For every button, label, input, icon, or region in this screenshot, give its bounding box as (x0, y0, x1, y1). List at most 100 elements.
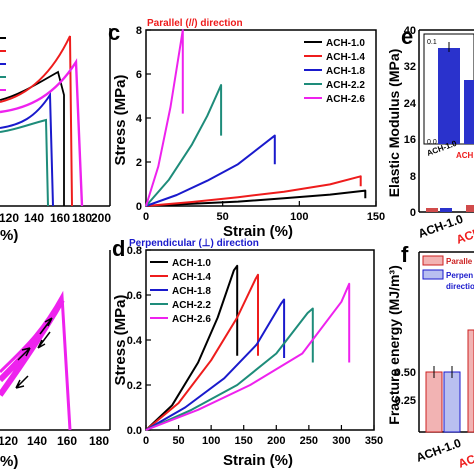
x-tick-label: 100 (202, 435, 220, 447)
x-tick-label: 150 (367, 211, 385, 223)
panel-e-inset: 0.1 0.0 ACH-1.0 ACH (423, 33, 474, 160)
x-tick-label: 100 (290, 211, 308, 223)
panel-d-ylabel: Stress (MPa) (112, 295, 129, 386)
panel-c-ticks: 0 50 100 150 0 2 4 6 8 (136, 25, 385, 223)
panel-e-bar-1 (426, 208, 438, 212)
panel-d-xlabel: Strain (%) (223, 452, 293, 469)
panel-f-legend-swatch-perpendicular (422, 269, 444, 280)
panel-e-ytick: 0 (410, 207, 416, 219)
series-line-ach-1.4 (145, 273, 259, 431)
panel-a-tick: 180 (72, 211, 92, 225)
panel-c-xlabel: Strain (%) (223, 223, 293, 240)
series-line-ach-2.2 (145, 84, 223, 207)
series-line-ach-1.0 (145, 264, 239, 431)
panel-f-xlabel: ACH-1.0 (414, 436, 463, 465)
panel-e-partial: e Elastic Modulus (MPa) 0 8 16 24 32 40 … (386, 24, 474, 247)
panel-e-ytick: 16 (404, 134, 416, 146)
panel-c-letter: c (108, 20, 120, 45)
panel-f-ylabel: Fracture energy (MJ/m³) (386, 265, 402, 424)
panel-f-xlabel: AC (456, 452, 474, 471)
series-line-ach-2.6 (145, 282, 351, 431)
panel-e-yticks: 0 8 16 24 32 40 (404, 25, 417, 219)
legend-label: ACH-2.2 (326, 80, 365, 91)
panel-a-tick: 120 (0, 211, 19, 225)
y-tick-label: 0.8 (127, 245, 142, 257)
x-tick-label: 200 (267, 435, 285, 447)
panel-a-curve-ach-1.0 (0, 70, 65, 206)
y-tick-label: 0.4 (127, 335, 143, 347)
panel-e-ytick: 32 (404, 61, 416, 73)
legend-label: ACH-1.4 (172, 272, 211, 283)
panel-a-tick: 200 (91, 211, 111, 225)
series-line-ach-1.8 (145, 134, 276, 207)
legend-label: ACH-2.6 (326, 94, 365, 105)
panel-b-loop-2 (0, 290, 72, 431)
panel-b-tick-labels: 120 140 160 180 (0, 434, 109, 448)
panel-b-xlabel: %) (0, 453, 18, 470)
legend-label: ACH-2.6 (172, 314, 211, 325)
series-line-ach-2.2 (145, 307, 314, 431)
panel-e-inset-ytick: 0.0 (427, 139, 437, 146)
legend-label: ACH-1.8 (172, 286, 211, 297)
panel-e-ytick: 24 (404, 98, 417, 110)
panel-d-curves (145, 264, 351, 431)
y-tick-label: 0.6 (127, 290, 142, 302)
series-line-ach-1.8 (145, 298, 286, 431)
panel-c: c Parallel (//) direction Stress (MPa) S… (108, 18, 385, 240)
panel-b-tick: 120 (0, 434, 18, 448)
panel-f-legend-label: directio (446, 282, 474, 291)
panel-d-letter: d (112, 236, 125, 261)
panel-e-bar-3 (466, 205, 474, 212)
panel-a-tick: 160 (50, 211, 70, 225)
legend-label: ACH-1.0 (172, 258, 211, 269)
panel-d: d Perpendicular (⊥) direction Stress (MP… (112, 236, 383, 469)
panel-f-bar-perpendicular (443, 371, 461, 433)
panel-a-xlabel: %) (0, 227, 18, 244)
x-tick-label: 250 (300, 435, 318, 447)
panel-f-ytick: 0.25 (395, 395, 416, 407)
panel-e-inset-bar-2 (464, 80, 474, 144)
legend-label: ACH-1.4 (326, 52, 365, 63)
panel-f-bar-parallel (425, 371, 443, 433)
panel-e-inset-bar-1 (438, 48, 460, 144)
x-tick-label: 300 (332, 435, 350, 447)
x-tick-label: 50 (217, 211, 229, 223)
panel-c-direction-title: Parallel (//) direction (147, 18, 243, 29)
panel-a-tick: 140 (24, 211, 44, 225)
panel-e-ytick: 8 (410, 171, 416, 183)
panel-f-yticks: 0.50 0.25 (395, 367, 416, 407)
panel-e-ylabel: Elastic Modulus (MPa) (386, 49, 402, 198)
panel-a-curve-ach-1.4 (0, 35, 73, 207)
panel-f-legend-label: Perpen (446, 271, 473, 280)
panel-b-partial: 120 140 160 180 %) (0, 250, 111, 470)
panel-a-curve-ach-2.6 (0, 58, 84, 207)
y-tick-label: 0.0 (127, 425, 142, 437)
x-tick-label: 50 (172, 435, 184, 447)
y-tick-label: 0.2 (127, 380, 142, 392)
y-tick-label: 6 (136, 69, 142, 81)
panel-e-inset-ytick: 0.1 (427, 39, 437, 46)
series-line-ach-1.4 (145, 175, 362, 207)
panel-f-legend: Paralle Perpen directio (422, 255, 474, 291)
panel-e-ytick: 40 (404, 25, 416, 37)
panel-c-ylabel: Stress (MPa) (112, 75, 129, 166)
panel-f-legend-label: Paralle (446, 257, 473, 266)
panel-f-partial: f Fracture energy (MJ/m³) Paralle Perpen… (386, 242, 474, 471)
panel-f-legend-swatch-parallel (422, 255, 444, 266)
panel-d-direction-title: Perpendicular (⊥) direction (129, 238, 259, 249)
panel-b-tick: 180 (89, 434, 109, 448)
panel-a-curve-ach-1.8 (0, 91, 54, 207)
panel-e-inset-xlabel: ACH (456, 151, 474, 160)
panel-c-legend: ACH-1.0 ACH-1.4 ACH-1.8 ACH-2.2 ACH-2.6 (304, 38, 365, 105)
panel-e-letter: e (401, 24, 413, 49)
panel-b-arrows (15, 317, 53, 389)
panel-e-xlabel: ACH (454, 225, 474, 247)
panel-a-tick-labels: 120 140 160 180 200 (0, 211, 111, 225)
y-tick-label: 0 (136, 201, 142, 213)
series-line-ach-1.0 (145, 189, 367, 207)
panel-f-letter: f (401, 242, 409, 267)
panel-f-ytick: 0.50 (395, 367, 416, 379)
panel-b-tick: 160 (57, 434, 77, 448)
x-tick-label: 0 (143, 435, 149, 447)
